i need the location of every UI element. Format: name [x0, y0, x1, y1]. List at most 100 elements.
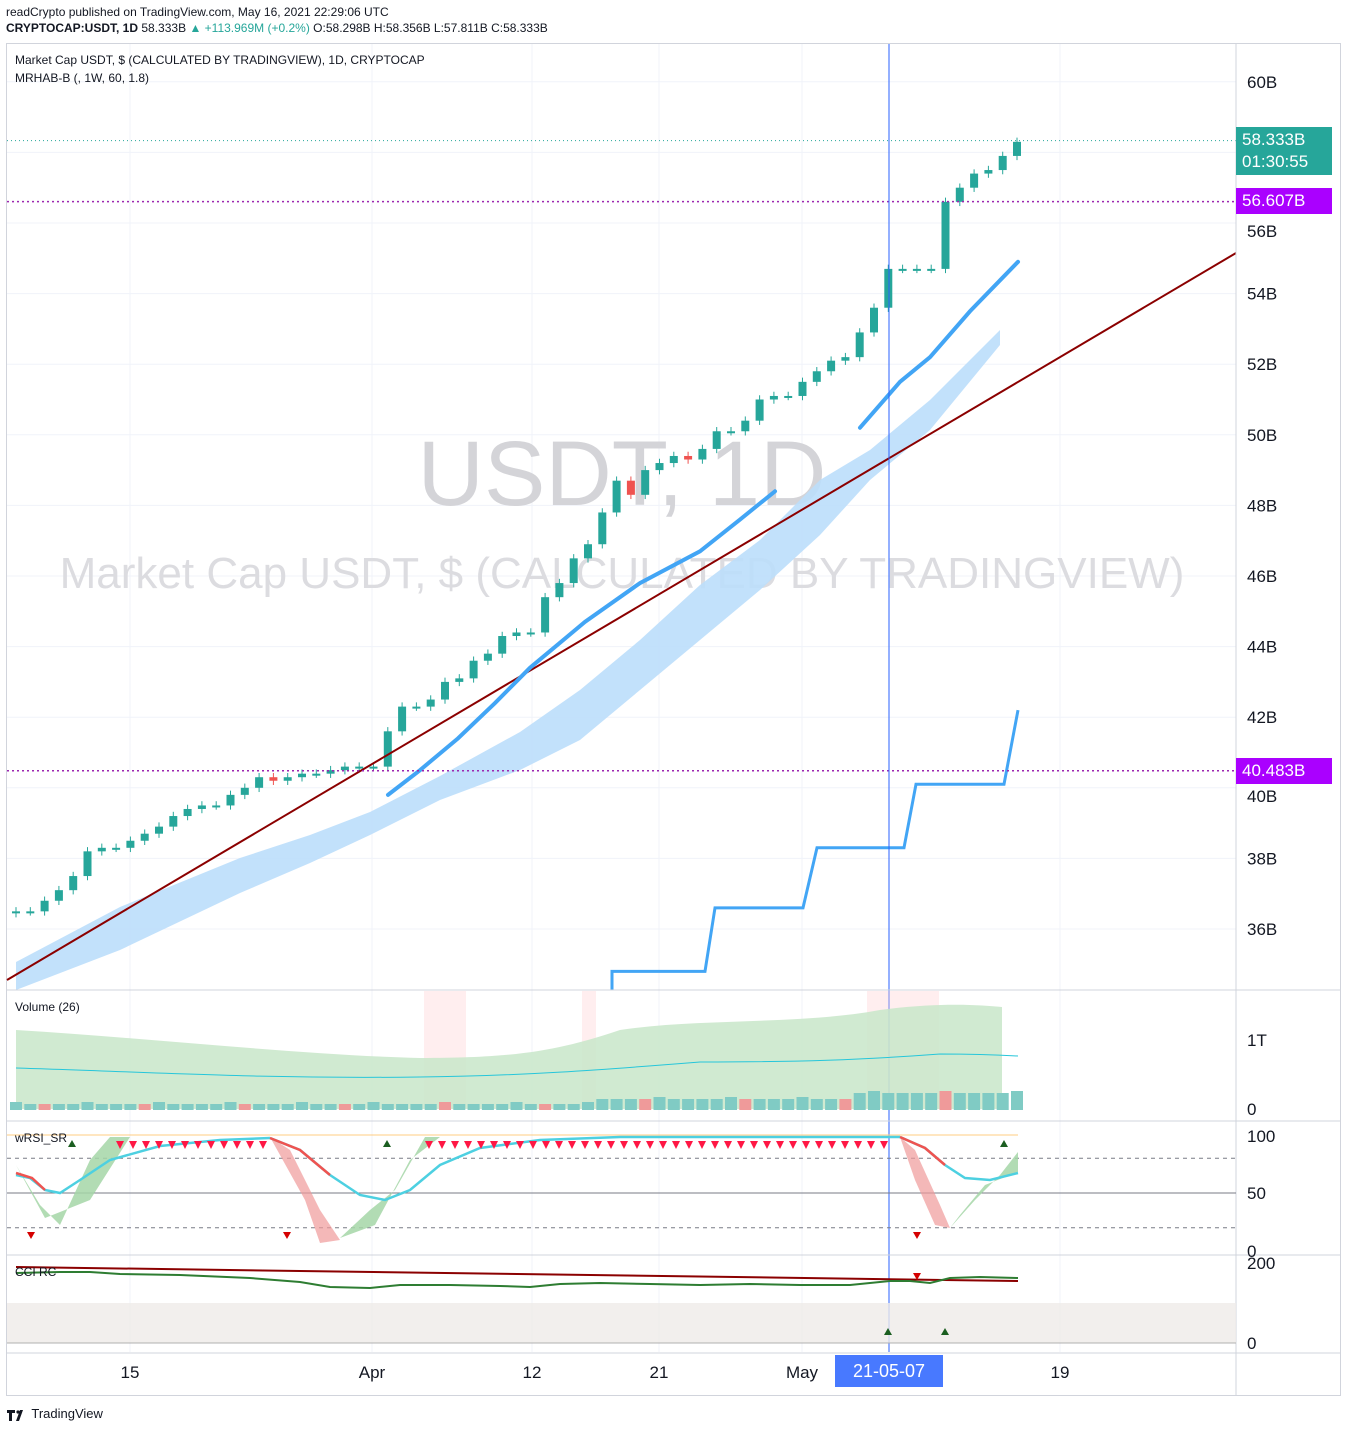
- volume-bar: [739, 1099, 752, 1110]
- cci-line: [15, 1271, 1019, 1290]
- candle: [83, 847, 92, 881]
- volume-bar: [524, 1104, 537, 1110]
- rsi-sell-marker: [802, 1141, 810, 1149]
- rsi-up-arrow: [68, 1140, 76, 1147]
- rsi-line: [15, 1136, 271, 1195]
- candle-body: [312, 773, 321, 776]
- rsi-sell-marker: [828, 1141, 836, 1149]
- volume-bar: [424, 1104, 437, 1110]
- candle: [769, 391, 778, 404]
- volume-bar: [439, 1102, 451, 1110]
- candle-body: [584, 544, 592, 559]
- candle: [226, 790, 235, 810]
- candle: [197, 801, 206, 814]
- rsi-sell-marker: [233, 1141, 241, 1149]
- cci-up-arrow: [941, 1328, 949, 1335]
- volume-bar: [925, 1093, 938, 1110]
- volume-bar: [767, 1099, 780, 1110]
- volume-bar: [610, 1099, 623, 1110]
- volume-bar: [210, 1104, 223, 1110]
- candle: [498, 631, 507, 658]
- rsi-sell-marker: [607, 1141, 615, 1149]
- crosshair-date-tag: 21-05-07: [835, 1355, 943, 1387]
- footer[interactable]: TradingView: [6, 1406, 103, 1422]
- symbol-line: CRYPTOCAP:USDT, 1D 58.333B ▲ +113.969M (…: [6, 21, 548, 35]
- volume-bar: [138, 1104, 151, 1110]
- rsi-sell-marker: [620, 1141, 628, 1149]
- candle: [26, 907, 35, 916]
- volume-bar: [396, 1104, 409, 1110]
- candle: [998, 151, 1007, 175]
- rsi-sell-marker: [581, 1141, 589, 1149]
- candle: [412, 702, 421, 711]
- main-legend[interactable]: Market Cap USDT, $ (CALCULATED BY TRADIN…: [15, 53, 425, 67]
- candle: [426, 695, 435, 711]
- volume-bar: [553, 1104, 566, 1110]
- rsi-up-arrow: [383, 1140, 391, 1147]
- candle: [54, 885, 63, 905]
- candle: [340, 762, 349, 775]
- candle-body: [927, 268, 936, 271]
- candle: [112, 843, 121, 853]
- volume-bar: [38, 1104, 51, 1110]
- candle: [283, 772, 292, 785]
- volume-bar: [896, 1093, 909, 1110]
- candle-body: [355, 766, 364, 769]
- candle: [398, 702, 407, 736]
- candle: [541, 592, 550, 637]
- price-axis-label: 48B: [1247, 496, 1277, 515]
- volume-bar: [582, 1102, 594, 1110]
- price-axis-label: 50B: [1247, 426, 1277, 445]
- volume-bar: [296, 1102, 308, 1110]
- rsi-sell-marker: [207, 1141, 215, 1149]
- volume-bar: [496, 1104, 509, 1110]
- candle-body: [555, 583, 564, 598]
- candle: [684, 451, 693, 464]
- rsi-sell-marker: [737, 1141, 745, 1149]
- rsi-sell-marker: [142, 1141, 150, 1149]
- candle: [698, 444, 707, 464]
- cci-legend[interactable]: CCI RC: [15, 1265, 57, 1279]
- rsi-axis-label: 50: [1247, 1184, 1266, 1203]
- symbol-name[interactable]: CRYPTOCAP:USDT, 1D: [6, 21, 139, 35]
- rsi-sell-marker: [594, 1141, 602, 1149]
- time-axis-label: May: [786, 1363, 819, 1382]
- indicator-legend[interactable]: MRHAB-B (, 1W, 60, 1.8): [15, 71, 150, 85]
- candle: [612, 476, 621, 517]
- rsi-legend[interactable]: wRSI_SR: [15, 1131, 68, 1145]
- volume-bar: [968, 1093, 981, 1110]
- candle: [841, 352, 850, 365]
- rsi-sell-marker: [438, 1141, 446, 1149]
- volume-bar: [510, 1102, 523, 1110]
- rsi-bull-fill: [16, 1137, 130, 1225]
- rsi-axis-label: 100: [1247, 1127, 1275, 1146]
- rsi-sell-marker: [815, 1141, 823, 1149]
- rsi-sell-marker: [633, 1141, 641, 1149]
- candle: [40, 896, 49, 916]
- volume-bar: [639, 1099, 652, 1110]
- candle: [169, 811, 178, 831]
- candle-body: [612, 480, 621, 513]
- candle-body: [512, 632, 521, 637]
- rsi-sell-marker: [568, 1141, 576, 1149]
- volume-bar: [753, 1099, 766, 1110]
- tradingview-logo-icon: [7, 1409, 23, 1421]
- price-axis-label: 46B: [1247, 567, 1277, 586]
- rsi-down-arrow: [913, 1232, 921, 1239]
- candle-body: [827, 360, 836, 372]
- volume-bar: [596, 1099, 609, 1110]
- publisher-line: readCrypto published on TradingView.com,…: [6, 5, 389, 19]
- candle-body: [169, 816, 178, 827]
- candle-body: [669, 455, 678, 464]
- volume-bar: [310, 1104, 323, 1110]
- rsi-line-down: [269, 1136, 331, 1176]
- volume-legend[interactable]: Volume (26): [15, 1000, 80, 1014]
- candle-body: [326, 770, 335, 774]
- candle: [140, 829, 149, 845]
- volume-bar: [281, 1104, 294, 1110]
- rsi-sell-marker: [555, 1141, 563, 1149]
- volume-bar: [52, 1104, 65, 1110]
- volume-bar: [868, 1091, 880, 1110]
- rsi-sell-marker: [194, 1141, 202, 1149]
